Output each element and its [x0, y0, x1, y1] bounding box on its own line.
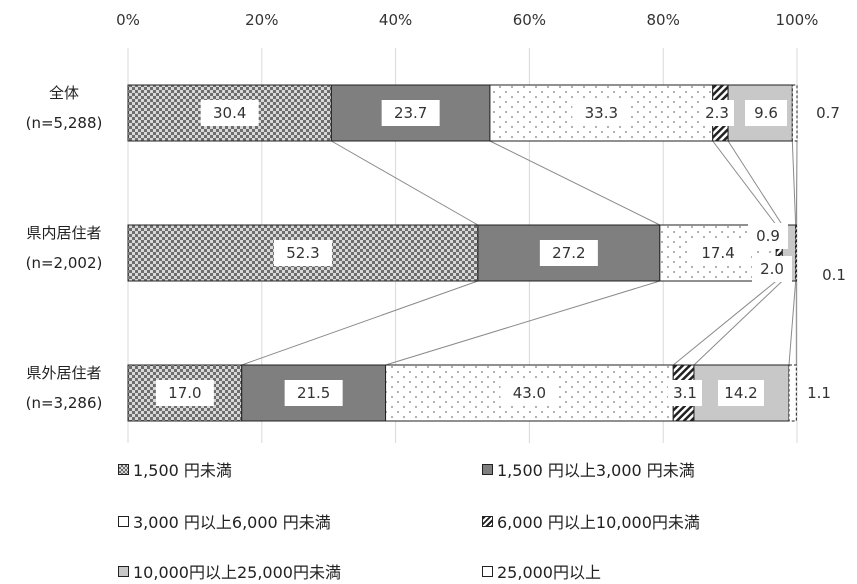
- x-tick-label: 0%: [116, 11, 140, 29]
- data-label: 33.3: [585, 104, 618, 122]
- connector-line: [672, 280, 777, 366]
- x-tick-label: 40%: [379, 11, 412, 29]
- value-label-box: [718, 380, 764, 406]
- category-label: (n=5,288): [26, 114, 103, 132]
- data-label: 1.1: [807, 384, 831, 402]
- data-label: 0.7: [816, 104, 840, 122]
- category-label: 全体: [49, 84, 79, 102]
- labels: 0% 20% 40% 60% 80% 100% 全体 (n=5,288) 県内居住者 (n=2,0…: [26, 11, 846, 412]
- data-label: 9.6: [754, 104, 778, 122]
- bar-segment: [795, 224, 797, 282]
- data-label: 14.2: [724, 384, 757, 402]
- data-label: 0.9: [756, 227, 780, 245]
- data-label: 23.7: [394, 104, 427, 122]
- connector-line: [712, 140, 777, 226]
- connector-line: [727, 140, 783, 226]
- value-label-box: [381, 100, 440, 126]
- value-label-box: [689, 240, 748, 266]
- connector-line: [385, 280, 661, 366]
- data-label: 17.4: [701, 244, 734, 262]
- data-label: 43.0: [513, 384, 546, 402]
- value-label-box: [200, 100, 259, 126]
- value-label-box: [273, 240, 332, 266]
- value-label-box: [539, 240, 598, 266]
- bar-segment: [788, 364, 797, 422]
- data-label: 52.3: [286, 244, 319, 262]
- value-label-box: [752, 256, 792, 282]
- data-label: 30.4: [213, 104, 246, 122]
- data-label: 17.0: [168, 384, 201, 402]
- connector-line: [788, 280, 797, 366]
- x-tick-label: 60%: [513, 11, 546, 29]
- connector-lines: [241, 140, 798, 366]
- x-tick-label: 80%: [647, 11, 680, 29]
- connector-line: [791, 140, 797, 226]
- x-tick-label: 20%: [245, 11, 278, 29]
- connector-line: [693, 280, 783, 366]
- data-label: 2.0: [760, 260, 784, 278]
- category-label: 県内居住者: [26, 224, 101, 242]
- category-label: (n=2,002): [26, 254, 103, 272]
- data-label: 3.1: [673, 384, 697, 402]
- connector-line: [241, 280, 479, 366]
- value-label-box: [745, 100, 787, 126]
- category-label: (n=3,286): [26, 394, 103, 412]
- x-tick-label: 100%: [776, 11, 819, 29]
- value-label-box: [748, 223, 788, 249]
- connector-line: [489, 140, 661, 226]
- data-label: 21.5: [297, 384, 330, 402]
- value-label-box: [284, 380, 343, 406]
- category-label: 県外居住者: [26, 364, 101, 382]
- value-label-box: [572, 100, 631, 126]
- data-label: 2.3: [705, 104, 729, 122]
- connector-line: [331, 140, 479, 226]
- bar-segment: [791, 84, 798, 142]
- connector-line: [795, 140, 798, 226]
- value-label-box: [500, 380, 559, 406]
- data-label: 27.2: [552, 244, 585, 262]
- value-label-box: [155, 380, 214, 406]
- value-label-box: [668, 380, 702, 406]
- data-label: 0.1: [822, 266, 846, 284]
- value-label-box: [700, 100, 734, 126]
